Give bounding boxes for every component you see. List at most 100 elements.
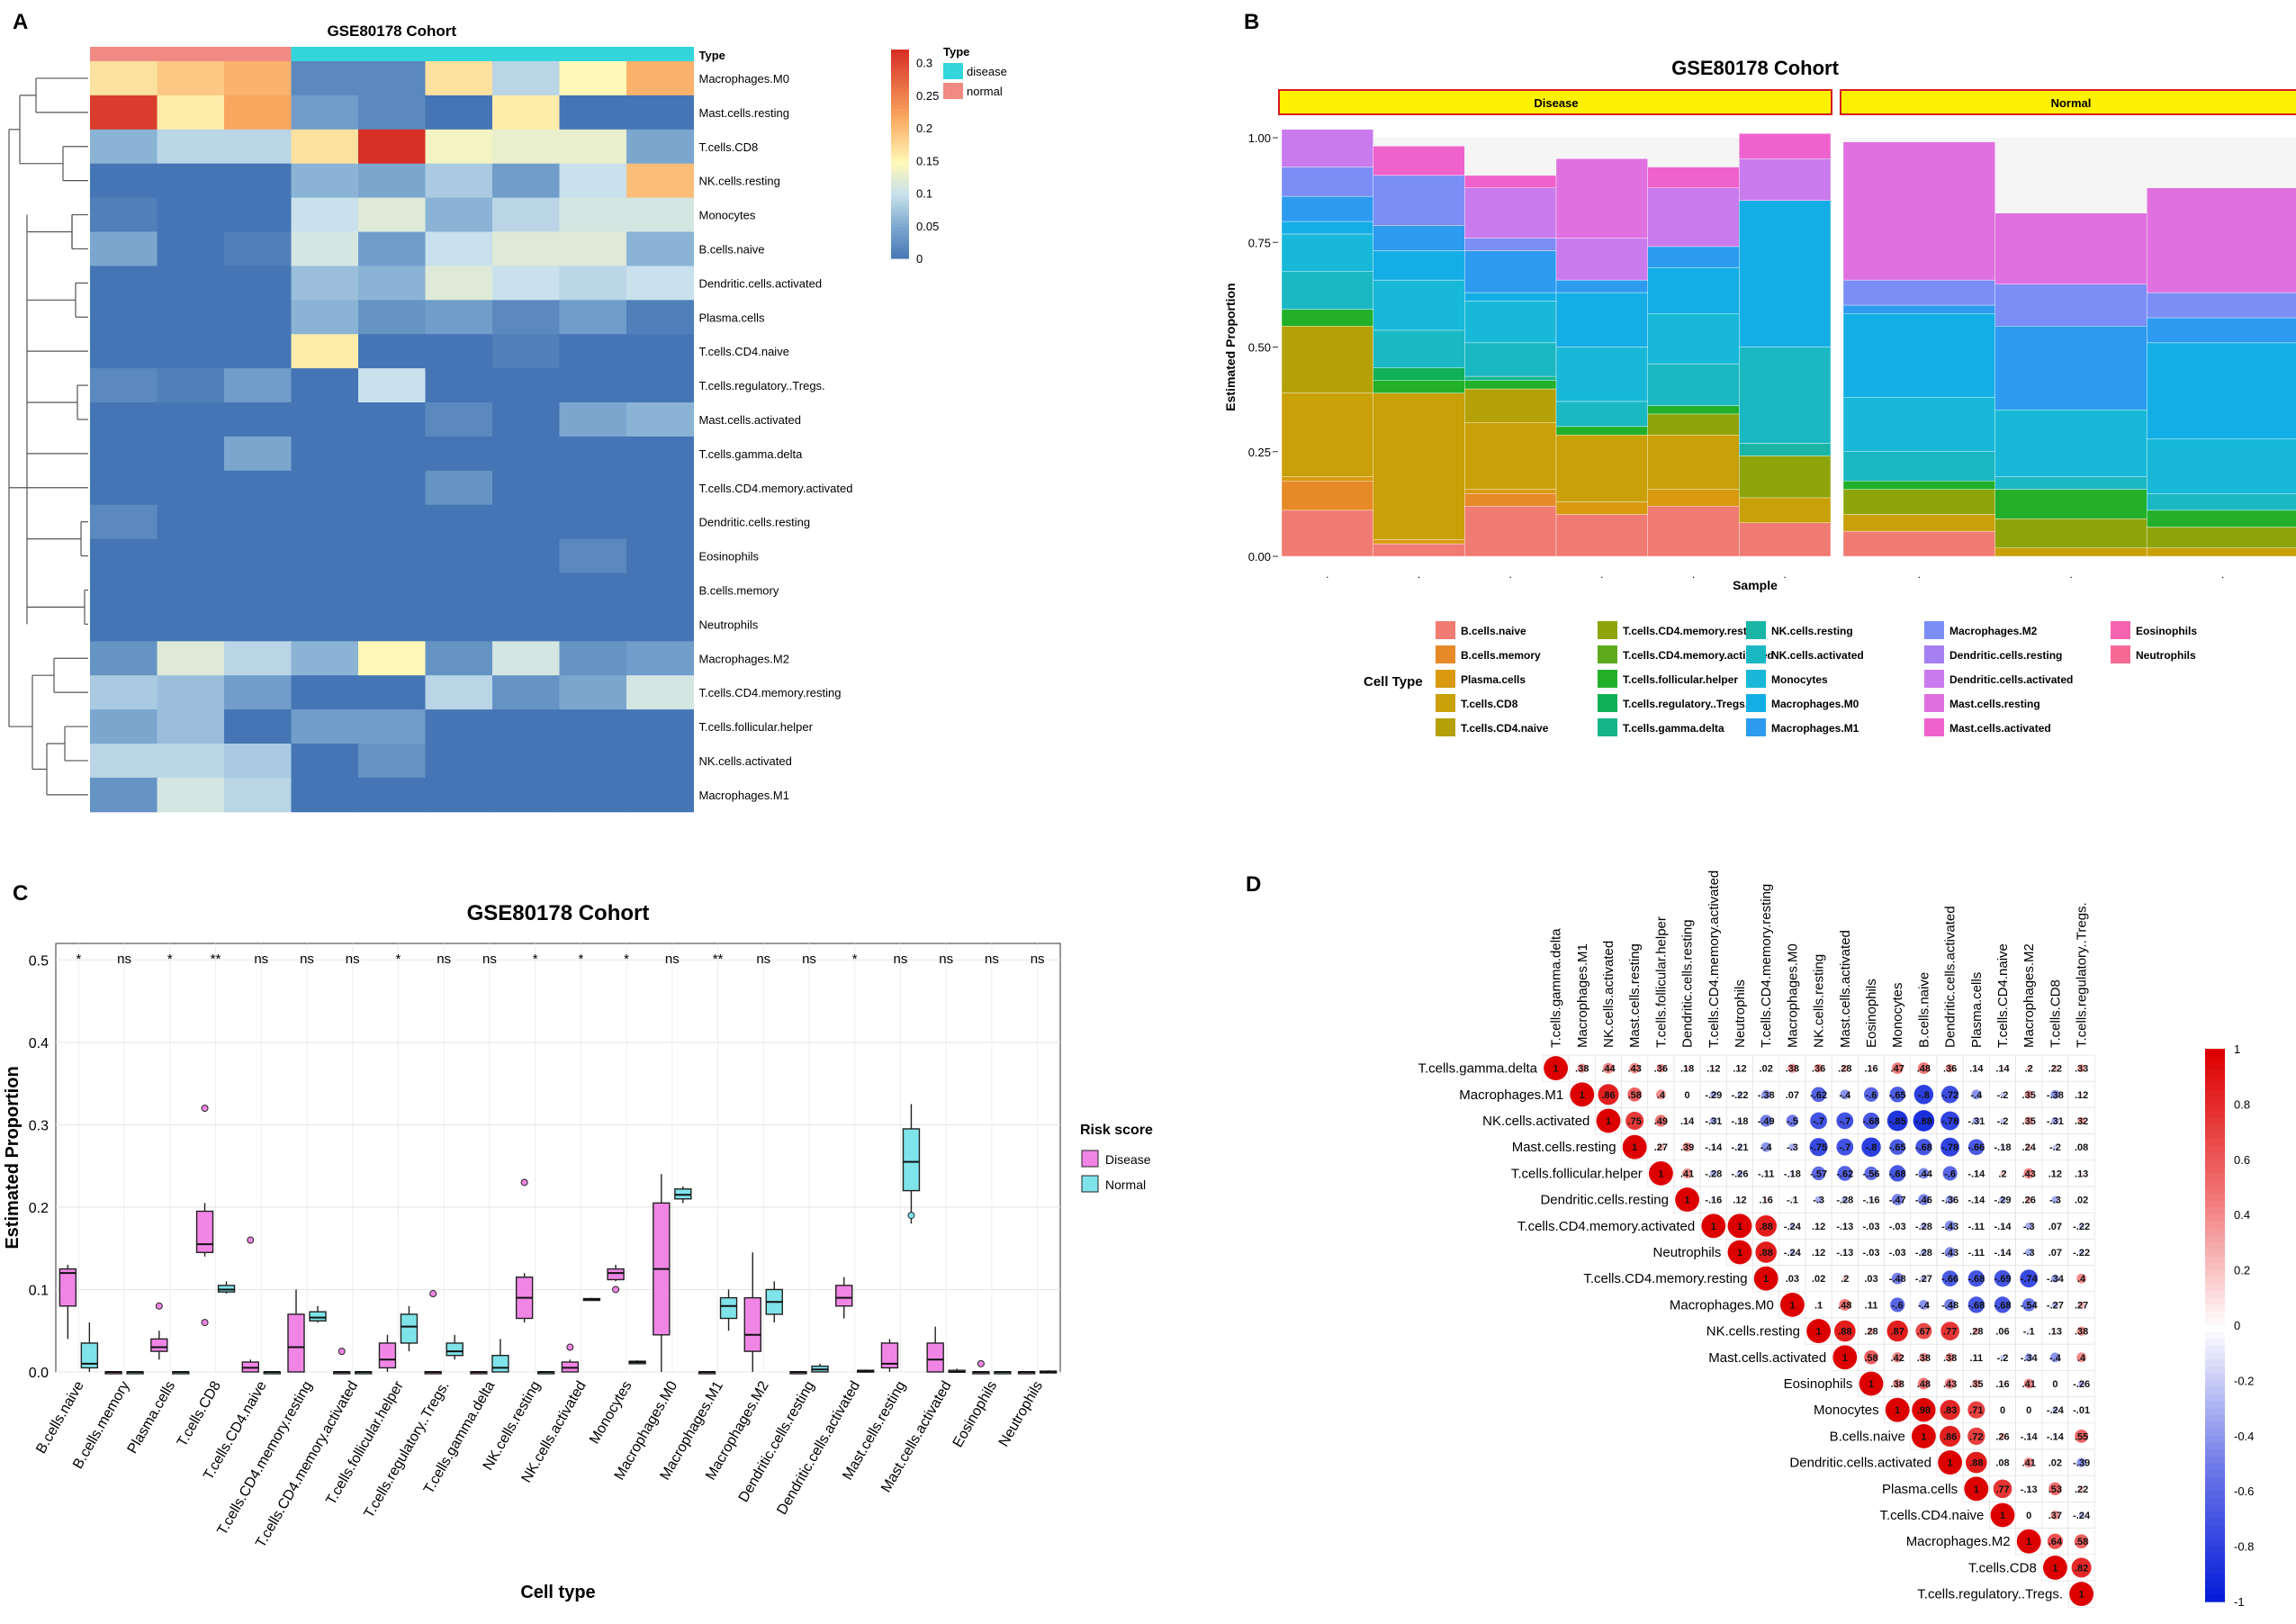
significance-label: * bbox=[852, 952, 858, 967]
heat-cell bbox=[559, 641, 627, 676]
corr-value: -.03 bbox=[1863, 1248, 1880, 1259]
corr-circle bbox=[1918, 1168, 1930, 1179]
corr-value: -.6 bbox=[1866, 1090, 1877, 1101]
legend-swatch bbox=[943, 83, 963, 99]
bar-segment bbox=[1373, 225, 1465, 251]
facet-strip bbox=[1840, 89, 2296, 115]
corr-circle bbox=[2078, 1223, 2084, 1229]
corr-circle bbox=[2000, 1092, 2005, 1097]
corr-value: .2 bbox=[2025, 1064, 2033, 1075]
corr-value: 1 bbox=[1789, 1300, 1795, 1311]
corr-value: 1 bbox=[1553, 1064, 1559, 1075]
scale-tick-label: 0.05 bbox=[916, 220, 939, 233]
heat-cell bbox=[358, 777, 426, 813]
corr-circle bbox=[1919, 1352, 1929, 1362]
heat-cell bbox=[157, 573, 225, 608]
corr-circle bbox=[1869, 1223, 1873, 1228]
heat-cell bbox=[425, 744, 493, 779]
row-label: T.cells.CD4.naive bbox=[1880, 1508, 1985, 1523]
corr-circle bbox=[1842, 1276, 1848, 1281]
corr-circle bbox=[1891, 1194, 1904, 1205]
heat-cell bbox=[224, 197, 292, 232]
corr-value: -.13 bbox=[1836, 1248, 1853, 1259]
corr-circle bbox=[1841, 1195, 1849, 1204]
corr-cell bbox=[2015, 1291, 2043, 1319]
corr-value: .35 bbox=[1969, 1379, 1983, 1390]
corr-value: -.22 bbox=[2073, 1222, 2090, 1232]
legend-swatch bbox=[2111, 645, 2130, 663]
corr-value: .36 bbox=[1654, 1064, 1668, 1075]
box-outlier bbox=[612, 1286, 620, 1294]
significance-label: ns bbox=[346, 952, 360, 967]
chart-title: GSE80178 Cohort bbox=[467, 901, 650, 925]
corr-circle bbox=[2052, 1065, 2058, 1071]
corr-circle bbox=[2076, 1326, 2086, 1336]
corr-value: -.27 bbox=[1915, 1274, 1932, 1285]
correlation-chart: D T.cells.gamma.delta T.cells.gamma.delta M… bbox=[1246, 871, 2254, 1609]
corr-value: -.75 bbox=[1810, 1142, 1827, 1153]
heat-cell bbox=[559, 709, 627, 744]
bar-segment bbox=[2147, 292, 2296, 319]
corr-value: -.68 bbox=[1967, 1274, 1985, 1285]
corr-value: .53 bbox=[2048, 1484, 2062, 1495]
corr-value: -.2 bbox=[1997, 1090, 2009, 1101]
corr-value: -.27 bbox=[2047, 1300, 2064, 1311]
bar-segment bbox=[1373, 380, 1465, 393]
bar-segment bbox=[1464, 292, 1557, 302]
heat-cell bbox=[224, 641, 292, 676]
corr-value: .98 bbox=[1917, 1405, 1931, 1416]
row-label: Neutrophils bbox=[1653, 1245, 1722, 1260]
column-label: Monocytes bbox=[1890, 982, 1905, 1048]
column-label: Neutrophils bbox=[1733, 979, 1748, 1048]
scale-segment bbox=[2205, 1401, 2225, 1409]
corr-circle bbox=[1682, 1168, 1693, 1178]
corr-circle bbox=[1863, 1087, 1879, 1102]
corr-value: .4 bbox=[2077, 1353, 2086, 1364]
scale-segment bbox=[2205, 1491, 2225, 1499]
corr-circle bbox=[1810, 1112, 1828, 1130]
corr-value: -.65 bbox=[1889, 1142, 1906, 1153]
heat-cell bbox=[224, 538, 292, 573]
box-body bbox=[902, 1128, 921, 1192]
corr-value: .48 bbox=[1838, 1300, 1851, 1311]
scale-segment bbox=[2205, 1262, 2225, 1271]
heatmap-chart: A GSE80178 Cohort Type Macrophages.M0 Mast.c… bbox=[8, 10, 1007, 813]
scale-tick-label: -1 bbox=[2234, 1595, 2245, 1609]
heat-cell bbox=[559, 470, 627, 506]
corr-value: -.7 bbox=[1839, 1116, 1850, 1127]
corr-circle bbox=[1869, 1277, 1873, 1281]
bar-remainder bbox=[1373, 138, 1465, 147]
scale-segment bbox=[2205, 1346, 2225, 1354]
corr-circle bbox=[1862, 1112, 1880, 1130]
column-label: Macrophages.M2 bbox=[2021, 943, 2037, 1048]
scale-segment bbox=[891, 132, 909, 138]
corr-circle bbox=[1603, 1062, 1614, 1074]
row-label: B.cells.memory bbox=[699, 583, 779, 597]
y-tick-label: 0.25 bbox=[1248, 446, 1271, 459]
significance-label: * bbox=[578, 952, 583, 967]
heat-cell bbox=[291, 368, 359, 403]
corr-value: .38 bbox=[1943, 1353, 1957, 1364]
scale-segment bbox=[2205, 1132, 2225, 1140]
corr-circle bbox=[2052, 1144, 2058, 1150]
corr-circle bbox=[1711, 1145, 1715, 1150]
corr-value: 1 bbox=[2026, 1537, 2031, 1547]
corr-circle bbox=[2071, 1557, 2092, 1578]
corr-circle bbox=[1889, 1165, 1906, 1182]
corr-circle bbox=[1972, 1116, 1980, 1125]
heat-cell bbox=[224, 436, 292, 472]
bar-segment bbox=[1464, 506, 1557, 557]
bar-segment bbox=[1464, 489, 1557, 494]
corr-value: .13 bbox=[2048, 1327, 2062, 1338]
bar-segment bbox=[1994, 518, 2147, 548]
corr-circle bbox=[1656, 1063, 1666, 1073]
corr-value: -.28 bbox=[1836, 1195, 1853, 1206]
corr-value: .58 bbox=[1864, 1353, 1877, 1364]
corr-value: -.54 bbox=[2021, 1300, 2039, 1311]
corr-circle bbox=[1940, 1425, 1961, 1447]
bar-segment bbox=[2147, 187, 2296, 293]
scale-segment bbox=[891, 63, 909, 68]
heat-cell bbox=[559, 334, 627, 369]
bar-segment bbox=[1555, 501, 1648, 515]
corr-value: -.4 bbox=[1760, 1142, 1773, 1153]
